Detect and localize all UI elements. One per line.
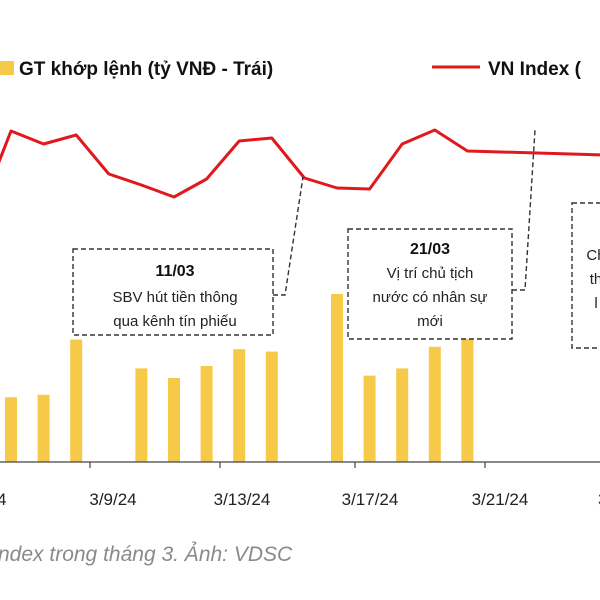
x-tick-label-5: 3	[598, 490, 600, 509]
annotation-box-2	[571, 202, 600, 349]
annotations: 11/03 SBV hút tiền thông qua kênh tín phiế…	[72, 129, 600, 349]
bar-0	[5, 397, 17, 462]
annotation-1: 21/03 Vị trí chủ tịch nước có nhân sự mới	[347, 129, 536, 340]
bar-14	[461, 337, 474, 462]
x-tick-label-1: 3/9/24	[89, 490, 136, 509]
annotation-line-2-0: Ch	[586, 247, 600, 264]
annotation-line-2-2: l	[594, 295, 597, 312]
bar-13	[428, 346, 441, 462]
bar-4	[135, 368, 148, 462]
x-tick-label-2: 3/13/24	[214, 490, 271, 509]
bar-10	[331, 294, 343, 462]
bar-12	[396, 368, 409, 462]
annotation-title-0: 11/03	[155, 263, 194, 280]
bar-6	[200, 366, 213, 462]
x-tick-label-0: 4	[0, 490, 6, 509]
annotation-connector-0	[273, 176, 304, 296]
annotation-title-1: 21/03	[410, 241, 450, 258]
vn-index-line	[0, 128, 600, 199]
legend-bar-swatch	[0, 61, 14, 75]
annotation-line-1-2: mới	[417, 313, 443, 330]
x-tick-label-4: 3/21/24	[472, 490, 529, 509]
bar-11	[363, 375, 376, 462]
annotation-box-1	[347, 228, 513, 340]
legend: GT khớp lệnh (tỷ VNĐ - Trái) VN Index (	[0, 59, 582, 80]
bar-2	[70, 339, 83, 462]
annotation-line-2-1: th	[590, 271, 600, 288]
annotation-line-0-0: SBV hút tiền thông	[112, 289, 237, 306]
annotation-0: 11/03 SBV hút tiền thông qua kênh tín phiế…	[72, 176, 304, 336]
annotation-connector-1	[512, 129, 536, 291]
bar-7	[233, 349, 246, 462]
annotation-box-0	[72, 248, 274, 336]
line-series	[0, 128, 600, 199]
annotation-2: Ch th l	[571, 202, 600, 349]
x-axis-ticks: 4 3/9/24 3/13/24 3/17/24 3/21/24 3	[0, 462, 600, 509]
legend-bar-label: GT khớp lệnh (tỷ VNĐ - Trái)	[19, 59, 273, 80]
annotation-line-0-1: qua kênh tín phiếu	[113, 313, 236, 330]
bar-1	[37, 394, 50, 462]
bar-8	[265, 351, 278, 462]
bar-5	[168, 378, 180, 462]
x-tick-label-3: 3/17/24	[342, 490, 399, 509]
annotation-line-1-1: nước có nhân sự	[373, 289, 488, 306]
figure-caption: ndex trong tháng 3. Ảnh: VDSC	[0, 543, 293, 566]
annotation-line-1-0: Vị trí chủ tịch	[387, 265, 474, 282]
bar-series	[5, 294, 474, 462]
legend-line-label: VN Index (	[488, 59, 582, 80]
